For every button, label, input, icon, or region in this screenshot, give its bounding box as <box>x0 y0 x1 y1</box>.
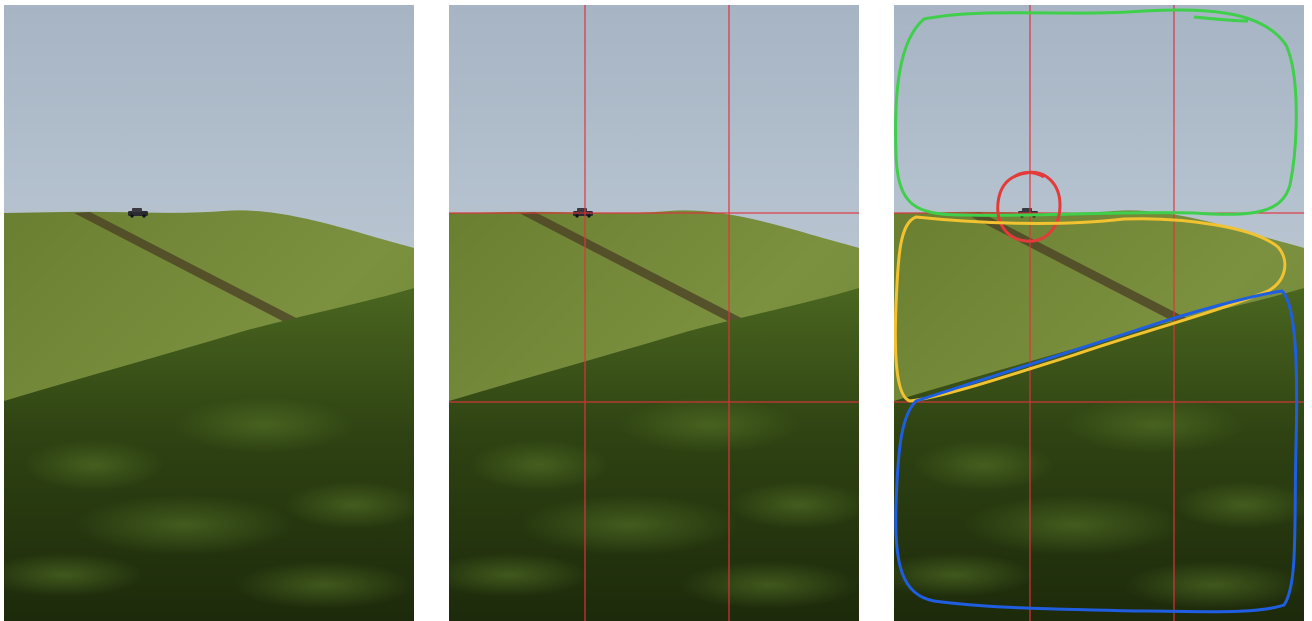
original-photo <box>4 5 414 621</box>
hill-region-outline <box>894 215 1287 403</box>
grass-region-outline <box>894 289 1299 614</box>
sky-region-outline <box>894 8 1298 217</box>
thirds-grid <box>449 5 859 621</box>
rule-of-thirds-photo <box>449 5 859 621</box>
car-focal-circle <box>996 170 1062 243</box>
annotated-regions-photo <box>894 5 1304 621</box>
